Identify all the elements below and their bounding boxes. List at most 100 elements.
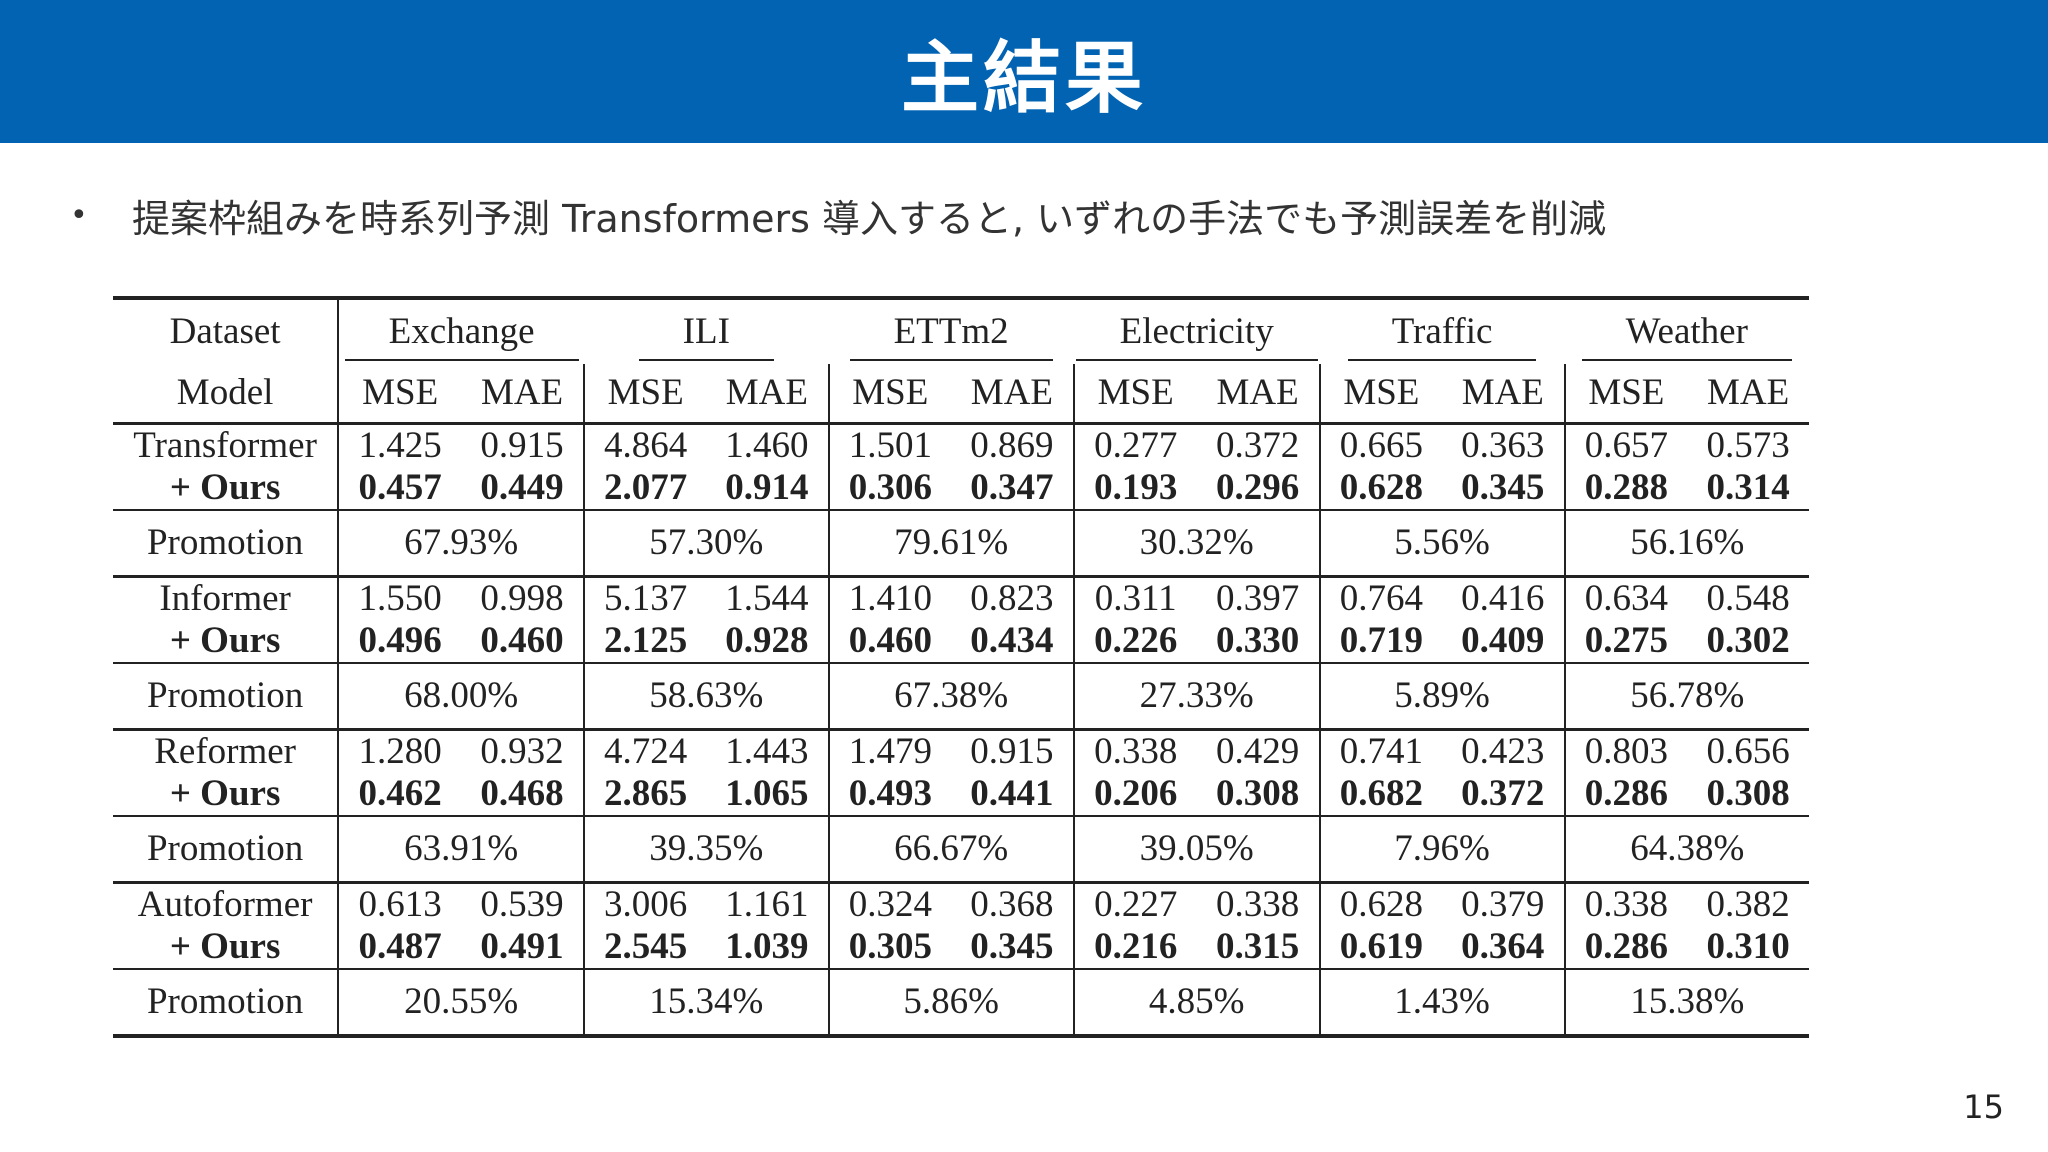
dataset-header: Traffic (1319, 296, 1565, 364)
metric-value: 0.915 (461, 422, 584, 467)
bullet-text: 提案枠組みを時系列予測 Transformers 導入すると, いずれの手法でも… (132, 197, 1607, 241)
promotion-value: 67.38% (827, 662, 1074, 730)
metric-value-ours: 0.719 (1318, 620, 1443, 663)
metric-value-ours: 0.315 (1216, 926, 1300, 967)
metric-value: 0.311 (1072, 575, 1197, 620)
mae-header: MAE (1706, 372, 1790, 413)
metric-value: 1.479 (827, 728, 952, 773)
metric-value: 0.764 (1318, 575, 1443, 620)
mse-header: MSE (1318, 364, 1443, 424)
metric-value: 4.864 (582, 422, 707, 467)
metric-value-ours: 1.039 (725, 926, 809, 967)
metric-value-ours: 0.193 (1072, 467, 1197, 510)
slide-title: 主結果 (900, 33, 1147, 124)
metric-value-ours: 2.125 (582, 620, 707, 663)
metric-value: 1.460 (706, 422, 829, 467)
metric-value-ours: 0.314 (1706, 467, 1790, 508)
metric-value: 1.161 (706, 881, 829, 926)
ours-label: + Ours (169, 467, 281, 508)
promotion-value: 5.89% (1318, 662, 1565, 730)
metric-value-ours: 1.065 (725, 773, 809, 814)
baseline-row: Reformer 1.280 0.932 4.724 1.443 1.479 0.915 0.… (113, 728, 1809, 773)
metric-value-ours: 0.310 (1706, 926, 1790, 967)
metric-value: 1.443 (706, 728, 829, 773)
metric-value: 0.379 (1442, 881, 1565, 926)
mse-header: MSE (827, 364, 952, 424)
metric-value: 0.573 (1687, 422, 1809, 467)
metric-value-ours: 2.865 (582, 773, 707, 816)
metric-value: 0.397 (1196, 575, 1320, 620)
metric-value-ours: 0.434 (970, 620, 1054, 661)
metric-value-ours: 0.928 (725, 620, 809, 661)
metric-value: 0.382 (1687, 881, 1809, 926)
metric-value: 1.425 (337, 422, 462, 467)
mse-header: MSE (582, 364, 707, 424)
dataset-name: Weather (1581, 305, 1792, 361)
metric-value: 0.363 (1442, 422, 1565, 467)
page-number: 15 (1963, 1088, 2004, 1126)
promotion-row: Promotion 67.93% 57.30% 79.61% 30.32% 5.56% 56… (113, 509, 1809, 577)
metric-value: 0.324 (827, 881, 952, 926)
metric-value-ours: 0.345 (1461, 467, 1545, 508)
model-name: Autoformer (113, 881, 339, 926)
model-name: Informer (113, 575, 339, 620)
metric-value: 1.544 (706, 575, 829, 620)
promotion-label: Promotion (113, 968, 339, 1038)
metric-value-ours: 0.914 (725, 467, 809, 508)
mse-header: MSE (1563, 364, 1688, 424)
metric-value: 0.803 (1563, 728, 1688, 773)
metric-value: 5.137 (582, 575, 707, 620)
ours-label: + Ours (169, 773, 281, 814)
promotion-value: 4.85% (1072, 968, 1320, 1038)
ours-row: + Ours 0.462 0.468 2.865 1.065 0.493 0.441 0.20… (113, 773, 1809, 816)
promotion-value: 30.32% (1072, 509, 1320, 577)
ours-row: + Ours 0.487 0.491 2.545 1.039 0.305 0.345 0.21… (113, 926, 1809, 969)
bullet-dot-icon: • (70, 198, 88, 233)
metric-value: 0.613 (337, 881, 462, 926)
metric-value-ours: 0.364 (1461, 926, 1545, 967)
metric-value: 0.741 (1318, 728, 1443, 773)
metric-value-ours: 0.296 (1216, 467, 1300, 508)
metric-value-ours: 2.077 (582, 467, 707, 510)
baseline-row: Transformer 1.425 0.915 4.864 1.460 1.501 0.86… (113, 422, 1809, 467)
mse-header: MSE (1072, 364, 1197, 424)
dataset-header: Weather (1564, 296, 1809, 364)
metric-value-ours: 0.306 (827, 467, 952, 510)
bullet-item: • 提案枠組みを時系列予測 Transformers 導入すると, いずれの手法… (70, 188, 1606, 243)
metric-value: 4.724 (582, 728, 707, 773)
dataset-header-row: Dataset Exchange ILI ETTm2 Electricity Traffi… (113, 296, 1809, 364)
promotion-value: 64.38% (1563, 815, 1809, 883)
dataset-header: ILI (584, 296, 829, 364)
metric-value-ours: 0.286 (1563, 926, 1688, 969)
metric-value-ours: 0.457 (337, 467, 462, 510)
metric-value: 1.410 (827, 575, 952, 620)
promotion-value: 56.16% (1563, 509, 1809, 577)
metric-value: 0.998 (461, 575, 584, 620)
metric-value-ours: 0.460 (827, 620, 952, 663)
dataset-name: Exchange (344, 305, 579, 361)
metric-value: 0.227 (1072, 881, 1197, 926)
promotion-value: 7.96% (1318, 815, 1565, 883)
dataset-name: Traffic (1347, 305, 1537, 361)
dataset-label: Dataset (113, 296, 339, 364)
dataset-name: ILI (638, 305, 774, 361)
metric-value-ours: 0.216 (1072, 926, 1197, 969)
baseline-row: Autoformer 0.613 0.539 3.006 1.161 0.324 0.368… (113, 881, 1809, 926)
title-bar: 主結果 (0, 0, 2048, 143)
metric-value-ours: 0.345 (970, 926, 1054, 967)
ours-row: + Ours 0.496 0.460 2.125 0.928 0.460 0.434 0.22… (113, 620, 1809, 663)
metric-value-ours: 0.682 (1318, 773, 1443, 816)
metric-value: 0.548 (1687, 575, 1809, 620)
promotion-value: 27.33% (1072, 662, 1320, 730)
metric-header-row: Model MSE MAE MSE MAE MSE MAE MSE MAE MSE MAE MSE MA… (113, 364, 1809, 424)
metric-value: 0.656 (1687, 728, 1809, 773)
metric-value: 0.823 (951, 575, 1074, 620)
baseline-row: Informer 1.550 0.998 5.137 1.544 1.410 0.823 0.… (113, 575, 1809, 620)
promotion-value: 63.91% (337, 815, 584, 883)
metric-value: 1.550 (337, 575, 462, 620)
promotion-value: 56.78% (1563, 662, 1809, 730)
metric-value-ours: 0.275 (1563, 620, 1688, 663)
promotion-value: 58.63% (583, 662, 829, 730)
metric-value: 0.869 (951, 422, 1074, 467)
mae-header: MAE (1461, 372, 1544, 413)
